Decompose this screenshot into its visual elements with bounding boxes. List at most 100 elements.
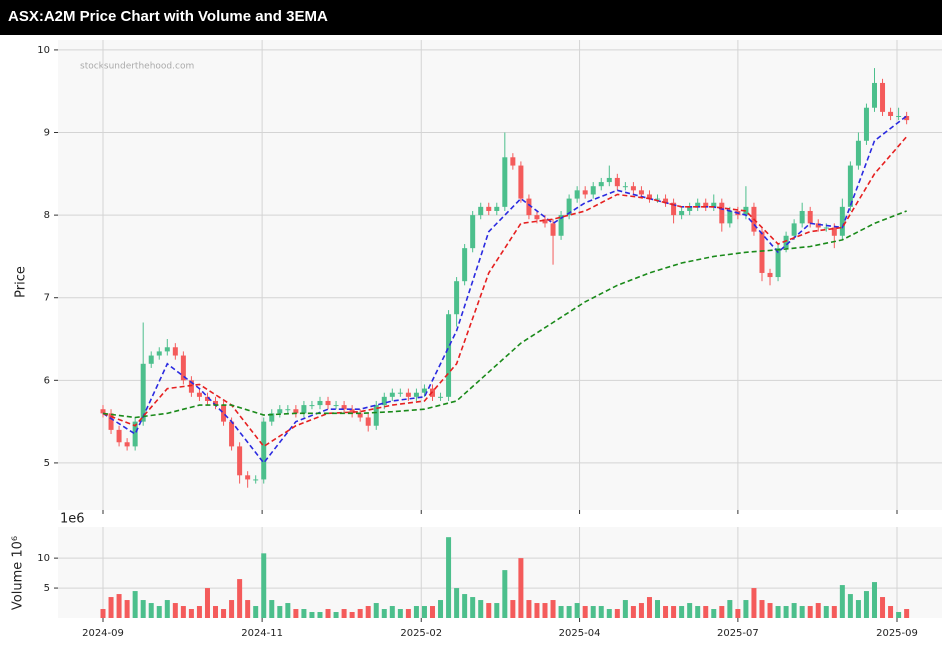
volume-bar xyxy=(679,606,685,618)
candle-body xyxy=(100,409,106,414)
volume-bar xyxy=(863,591,869,618)
volume-bar xyxy=(172,603,178,618)
volume-bar xyxy=(357,609,363,618)
volume-bar xyxy=(622,600,628,618)
candle-body xyxy=(293,409,299,414)
candle-body xyxy=(237,446,243,476)
volume-bar xyxy=(871,582,877,618)
volume-bar xyxy=(188,609,194,618)
volume-bar xyxy=(237,579,243,618)
volume-bar xyxy=(807,606,813,618)
volume-bar xyxy=(711,609,717,618)
volume-bar xyxy=(598,606,604,618)
candle-body xyxy=(486,206,492,211)
candle-body xyxy=(823,227,829,229)
volume-bar xyxy=(839,585,845,618)
candle-body xyxy=(518,165,524,199)
volume-bar xyxy=(606,609,612,618)
volume-bar xyxy=(783,606,789,618)
candle-body xyxy=(245,475,251,480)
volume-bar xyxy=(213,606,219,618)
candle-body xyxy=(317,400,323,406)
volume-bar xyxy=(703,606,709,618)
volume-bar xyxy=(381,609,387,618)
candle-body xyxy=(365,417,371,426)
candle-body xyxy=(679,210,685,216)
candle-body xyxy=(277,409,283,414)
volume-bar xyxy=(855,600,861,618)
volume-bar xyxy=(663,606,669,618)
volume-bar xyxy=(823,606,829,618)
candle-body xyxy=(775,248,781,278)
candle-body xyxy=(590,186,596,195)
volume-bar xyxy=(759,600,765,618)
volume-bar xyxy=(751,588,757,618)
watermark: stocksunderthehood.com xyxy=(80,62,194,72)
y-tick-label: 5 xyxy=(44,458,50,469)
candle-body xyxy=(132,421,138,447)
ema-line xyxy=(102,136,908,448)
candle-body xyxy=(269,413,275,422)
volume-bar xyxy=(253,606,259,618)
volume-bar xyxy=(727,600,733,618)
price-panel xyxy=(58,40,942,510)
volume-bar xyxy=(293,609,299,618)
candle-body xyxy=(180,355,186,381)
volume-bar xyxy=(655,600,661,618)
volume-bar xyxy=(775,606,781,618)
candle-body xyxy=(558,215,564,236)
volume-bar xyxy=(735,609,741,618)
volume-bar xyxy=(510,600,516,618)
volume-bar xyxy=(502,570,508,618)
volume-bar xyxy=(277,606,283,618)
candle-body xyxy=(622,186,628,188)
volume-bar xyxy=(671,606,677,618)
candle-body xyxy=(630,186,636,191)
volume-bar xyxy=(196,606,202,618)
candle-body xyxy=(807,210,813,224)
volume-bar xyxy=(405,609,411,618)
volume-bar xyxy=(429,606,435,618)
y-tick-label: 8 xyxy=(44,210,50,221)
volume-bar xyxy=(470,597,476,618)
volume-bar xyxy=(245,600,251,618)
volume-bar xyxy=(180,606,186,618)
candle-body xyxy=(285,409,291,411)
candle-body xyxy=(855,140,861,166)
candle-body xyxy=(261,421,267,480)
candle-body xyxy=(389,392,395,397)
candle-body xyxy=(357,413,363,418)
candle-body xyxy=(510,157,516,166)
candle-body xyxy=(582,190,588,195)
candle-body xyxy=(478,206,484,216)
ema-line xyxy=(102,115,908,465)
candle-body xyxy=(783,235,789,249)
candle-body xyxy=(156,351,162,356)
volume-bar xyxy=(462,594,468,618)
x-tick-label: 2024-11 xyxy=(241,628,283,639)
volume-bar xyxy=(261,553,267,618)
candle-body xyxy=(743,206,749,216)
candle-body xyxy=(687,206,693,211)
candle-body xyxy=(904,115,910,121)
y-tick-label: 9 xyxy=(44,128,50,139)
volume-bar xyxy=(494,603,500,618)
x-tick-label: 2025-04 xyxy=(559,628,601,639)
candle-body xyxy=(638,190,644,195)
candle-body xyxy=(373,405,379,426)
candle-body xyxy=(413,392,419,397)
volume-bar xyxy=(365,606,371,618)
volume-bar xyxy=(446,537,452,618)
candle-body xyxy=(421,388,427,393)
candle-body xyxy=(871,82,877,108)
volume-bar xyxy=(229,600,235,618)
volume-bar xyxy=(397,609,403,618)
candle-body xyxy=(405,392,411,397)
candle-body xyxy=(253,479,259,481)
y-tick-label: 10 xyxy=(37,45,50,56)
volume-bar xyxy=(100,609,106,618)
x-tick-label: 2025-02 xyxy=(400,628,442,639)
volume-bar xyxy=(550,600,556,618)
volume-bar xyxy=(719,606,725,618)
